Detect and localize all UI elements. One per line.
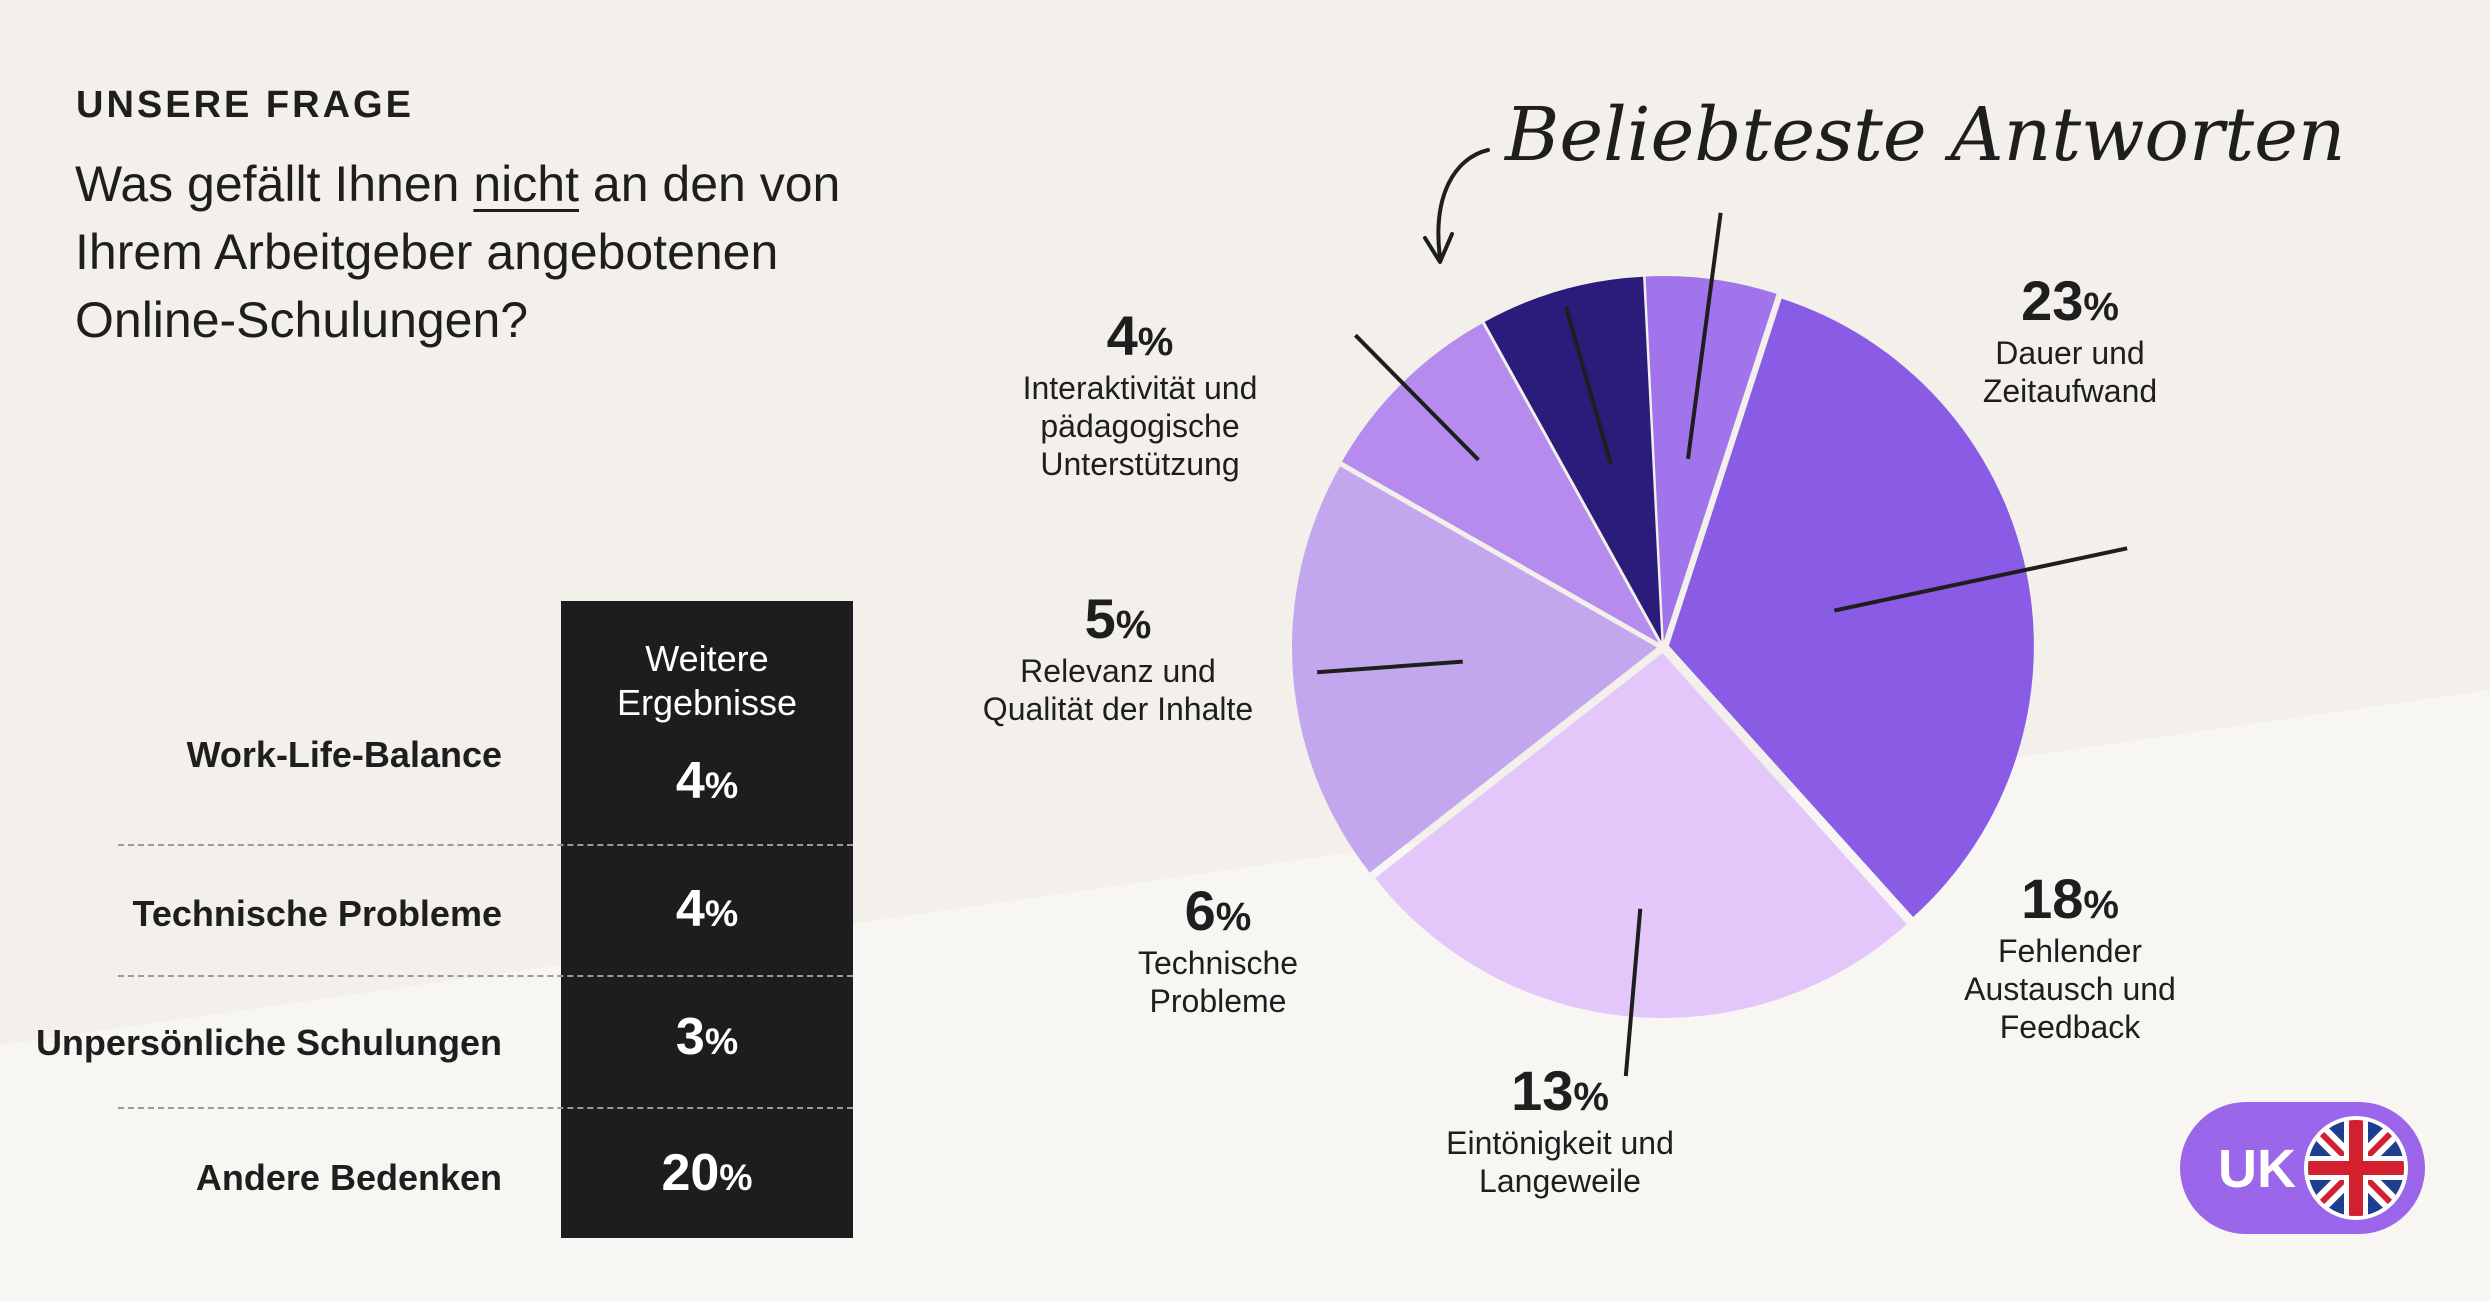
question-text-end: an den von Ihrem Arbeitgeber angebotenen… [75, 156, 841, 348]
leader-line [1833, 546, 2128, 613]
slice-category-label: Feedback [2000, 1009, 2142, 1045]
percent-sign: % [719, 1156, 753, 1198]
other-results-header-line2: Ergebnisse [616, 682, 798, 723]
slice-category-label: Langeweile [1479, 1163, 1641, 1199]
pie-slice [1645, 276, 1777, 642]
result-number: 4 [675, 880, 705, 938]
annotation-arrowhead [1423, 232, 1454, 264]
leader-line [1686, 212, 1723, 460]
result-divider [118, 1107, 853, 1109]
slice-value-label: 6% [1185, 879, 1252, 942]
slice-category-label: Austausch und [1964, 971, 2176, 1007]
result-divider [118, 975, 853, 977]
result-value-technische-probleme: 4% [561, 879, 853, 939]
annotation-arrow-curve [1436, 148, 1490, 260]
percent-sign: % [704, 892, 739, 934]
result-value-work-life-balance: 4% [561, 751, 853, 811]
slice-category-label: Fehlender [1998, 933, 2142, 969]
question-text: Was gefällt Ihnen nicht an den von Ihrem… [75, 150, 935, 354]
uk-flag-icon [2304, 1116, 2408, 1220]
other-results-header-line1: Weitere [645, 638, 769, 679]
slice-value-label: 18% [2021, 867, 2119, 930]
result-number: 20 [661, 1144, 720, 1202]
slice-category-label: Qualität der Inhalte [983, 691, 1253, 727]
result-divider [118, 844, 853, 846]
result-label-unpersoenliche-schulungen: Unpersönliche Schulungen [35, 1022, 502, 1063]
result-number: 3 [675, 1008, 705, 1066]
slice-category-label: Relevanz und [1020, 653, 1216, 689]
slice-value-label: 13% [1511, 1059, 1609, 1122]
slice-value-label: 4% [1107, 304, 1174, 367]
slice-category-label: Eintönigkeit und [1446, 1125, 1674, 1161]
slice-category-label: Probleme [1150, 983, 1287, 1019]
slice-category-label: Zeitaufwand [1983, 373, 2157, 409]
slice-value-label: 23% [2021, 269, 2119, 332]
slice-category-label: Dauer und [1995, 335, 2144, 371]
leader-line [1564, 305, 1613, 466]
result-value-unpersoenliche-schulungen: 3% [561, 1007, 853, 1067]
percent-sign: % [704, 764, 739, 806]
slice-category-label: pädagogische [1040, 408, 1239, 444]
slice-value-label: 5% [1085, 587, 1152, 650]
annotation-text: Beliebteste Antworten [1503, 92, 2346, 178]
leader-line [1353, 333, 1480, 462]
pie-slice [1484, 276, 1662, 642]
pie-slice [1375, 652, 1907, 1018]
leader-line [1623, 908, 1643, 1077]
other-results-panel: Weitere Ergebnisse 4% 4% 3% 20% [561, 601, 853, 1238]
percent-sign: % [704, 1020, 739, 1062]
question-label: UNSERE FRAGE [76, 84, 414, 126]
other-results-header: Weitere Ergebnisse [561, 637, 853, 725]
slice-category-label: Technische [1138, 945, 1298, 981]
country-badge[interactable]: UK [2180, 1102, 2425, 1234]
result-label-andere-bedenken: Andere Bedenken [195, 1157, 502, 1198]
pie-slice [1292, 466, 1658, 873]
slice-category-label: Unterstützung [1040, 446, 1239, 482]
leader-line [1317, 659, 1463, 675]
question-emphasis: nicht [473, 156, 579, 212]
question-text-start: Was gefällt Ihnen [75, 156, 474, 212]
annotation: Beliebteste Antworten [1423, 92, 2346, 264]
slice-category-label: Interaktivität und [1023, 370, 1258, 406]
result-label-technische-probleme: Technische Probleme [132, 893, 502, 934]
country-badge-label: UK [2218, 1139, 2296, 1199]
result-label-work-life-balance: Work-Life-Balance [186, 734, 502, 775]
result-number: 4 [675, 752, 705, 810]
result-value-andere-bedenken: 20% [561, 1143, 853, 1203]
